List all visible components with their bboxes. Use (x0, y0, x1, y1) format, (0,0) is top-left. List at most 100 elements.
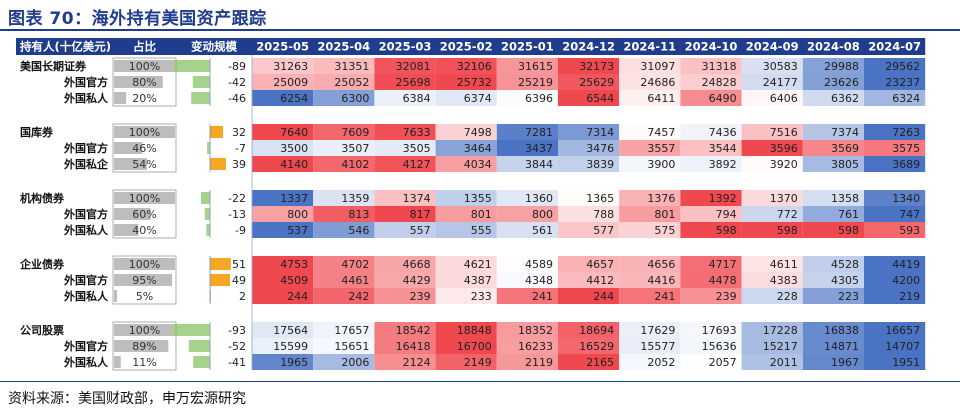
column-header: 2024-09 (746, 40, 799, 54)
cell-value: 16233 (518, 340, 553, 353)
cell-value: 4102 (341, 158, 369, 171)
cell-value: 2006 (341, 356, 369, 369)
share-bar (114, 142, 143, 154)
value-cell (313, 74, 375, 90)
change-bar (191, 92, 210, 104)
value-cell (496, 58, 558, 74)
cell-value: 598 (777, 224, 798, 237)
value-cell (435, 190, 497, 206)
cell-value: 7457 (647, 126, 675, 139)
value-cell (864, 74, 926, 90)
value-cell (802, 156, 864, 172)
cell-value: 1355 (464, 192, 492, 205)
cell-value: 3569 (831, 142, 859, 155)
value-cell (558, 322, 620, 338)
cell-value: 25009 (273, 76, 308, 89)
cell-value: 18848 (457, 324, 492, 337)
column-header: 2024-11 (623, 40, 676, 54)
holder-label: 外国私企 (63, 157, 109, 171)
holder-label: 外国私人 (63, 223, 109, 237)
value-cell (252, 288, 314, 304)
cell-value: 4461 (341, 274, 369, 287)
value-cell (496, 206, 558, 222)
value-cell (680, 74, 742, 90)
cell-value: 6544 (586, 92, 614, 105)
value-cell (496, 156, 558, 172)
cell-value: 16838 (824, 324, 859, 337)
value-cell (496, 190, 558, 206)
cell-value: 4528 (831, 258, 859, 271)
value-cell (680, 124, 742, 140)
value-cell (680, 272, 742, 288)
share-value: 60% (132, 208, 156, 221)
value-cell (435, 140, 497, 156)
cell-value: 7374 (831, 126, 859, 139)
value-cell (558, 222, 620, 238)
cell-value: 219 (899, 290, 920, 303)
value-cell (374, 322, 436, 338)
value-cell (558, 272, 620, 288)
value-cell (802, 140, 864, 156)
change-bar (210, 258, 231, 270)
cell-value: 16418 (396, 340, 431, 353)
value-cell (864, 256, 926, 272)
value-cell (496, 90, 558, 106)
value-cell (313, 124, 375, 140)
value-cell (680, 222, 742, 238)
share-value: 95% (132, 274, 156, 287)
cell-value: 4657 (586, 258, 614, 271)
value-cell (680, 288, 742, 304)
cell-value: 1337 (280, 192, 308, 205)
holder-label: 外国私人 (63, 91, 109, 105)
value-cell (374, 156, 436, 172)
value-cell (374, 74, 436, 90)
change-value: -52 (228, 340, 246, 353)
value-cell (313, 338, 375, 354)
column-header: 持有人(十亿美元) (20, 40, 111, 54)
category-label: 公司股票 (20, 324, 64, 337)
cell-value: 15651 (334, 340, 369, 353)
value-cell (313, 256, 375, 272)
cell-value: 1358 (831, 192, 859, 205)
change-value: -89 (228, 60, 246, 73)
value-cell (741, 272, 803, 288)
value-cell (619, 90, 681, 106)
cell-value: 4429 (403, 274, 431, 287)
value-cell (680, 58, 742, 74)
cell-value: 2052 (647, 356, 675, 369)
holdings-heatmap-table: 持有人(十亿美元) 占比 变动规模 2025-05 2025-04 2025-03 2025… (16, 38, 926, 371)
cell-value: 557 (410, 224, 431, 237)
cell-value: 3557 (647, 142, 675, 155)
cell-value: 7498 (464, 126, 492, 139)
value-cell (558, 288, 620, 304)
value-cell (619, 156, 681, 172)
category-label: 国库券 (20, 125, 54, 139)
value-cell (864, 140, 926, 156)
value-cell (802, 90, 864, 106)
holder-label: 外国官方 (63, 273, 108, 287)
cell-value: 598 (716, 224, 737, 237)
share-bar (114, 274, 172, 286)
cell-value: 4621 (464, 258, 492, 271)
value-cell (864, 90, 926, 106)
cell-value: 794 (716, 208, 737, 221)
table-header-bar (16, 38, 926, 55)
share-value: 54% (132, 158, 156, 171)
value-cell (802, 124, 864, 140)
value-cell (252, 256, 314, 272)
cell-value: 4753 (280, 258, 308, 271)
cell-value: 4416 (647, 274, 675, 287)
cell-value: 31097 (640, 60, 675, 73)
value-cell (741, 338, 803, 354)
value-cell (558, 124, 620, 140)
value-cell (864, 288, 926, 304)
cell-value: 3464 (464, 142, 492, 155)
cell-value: 3844 (525, 158, 553, 171)
value-cell (435, 124, 497, 140)
cell-value: 4668 (403, 258, 431, 271)
cell-value: 18694 (579, 324, 614, 337)
cell-value: 555 (471, 224, 492, 237)
value-cell (864, 354, 926, 370)
cell-value: 800 (287, 208, 308, 221)
cell-value: 241 (532, 290, 553, 303)
